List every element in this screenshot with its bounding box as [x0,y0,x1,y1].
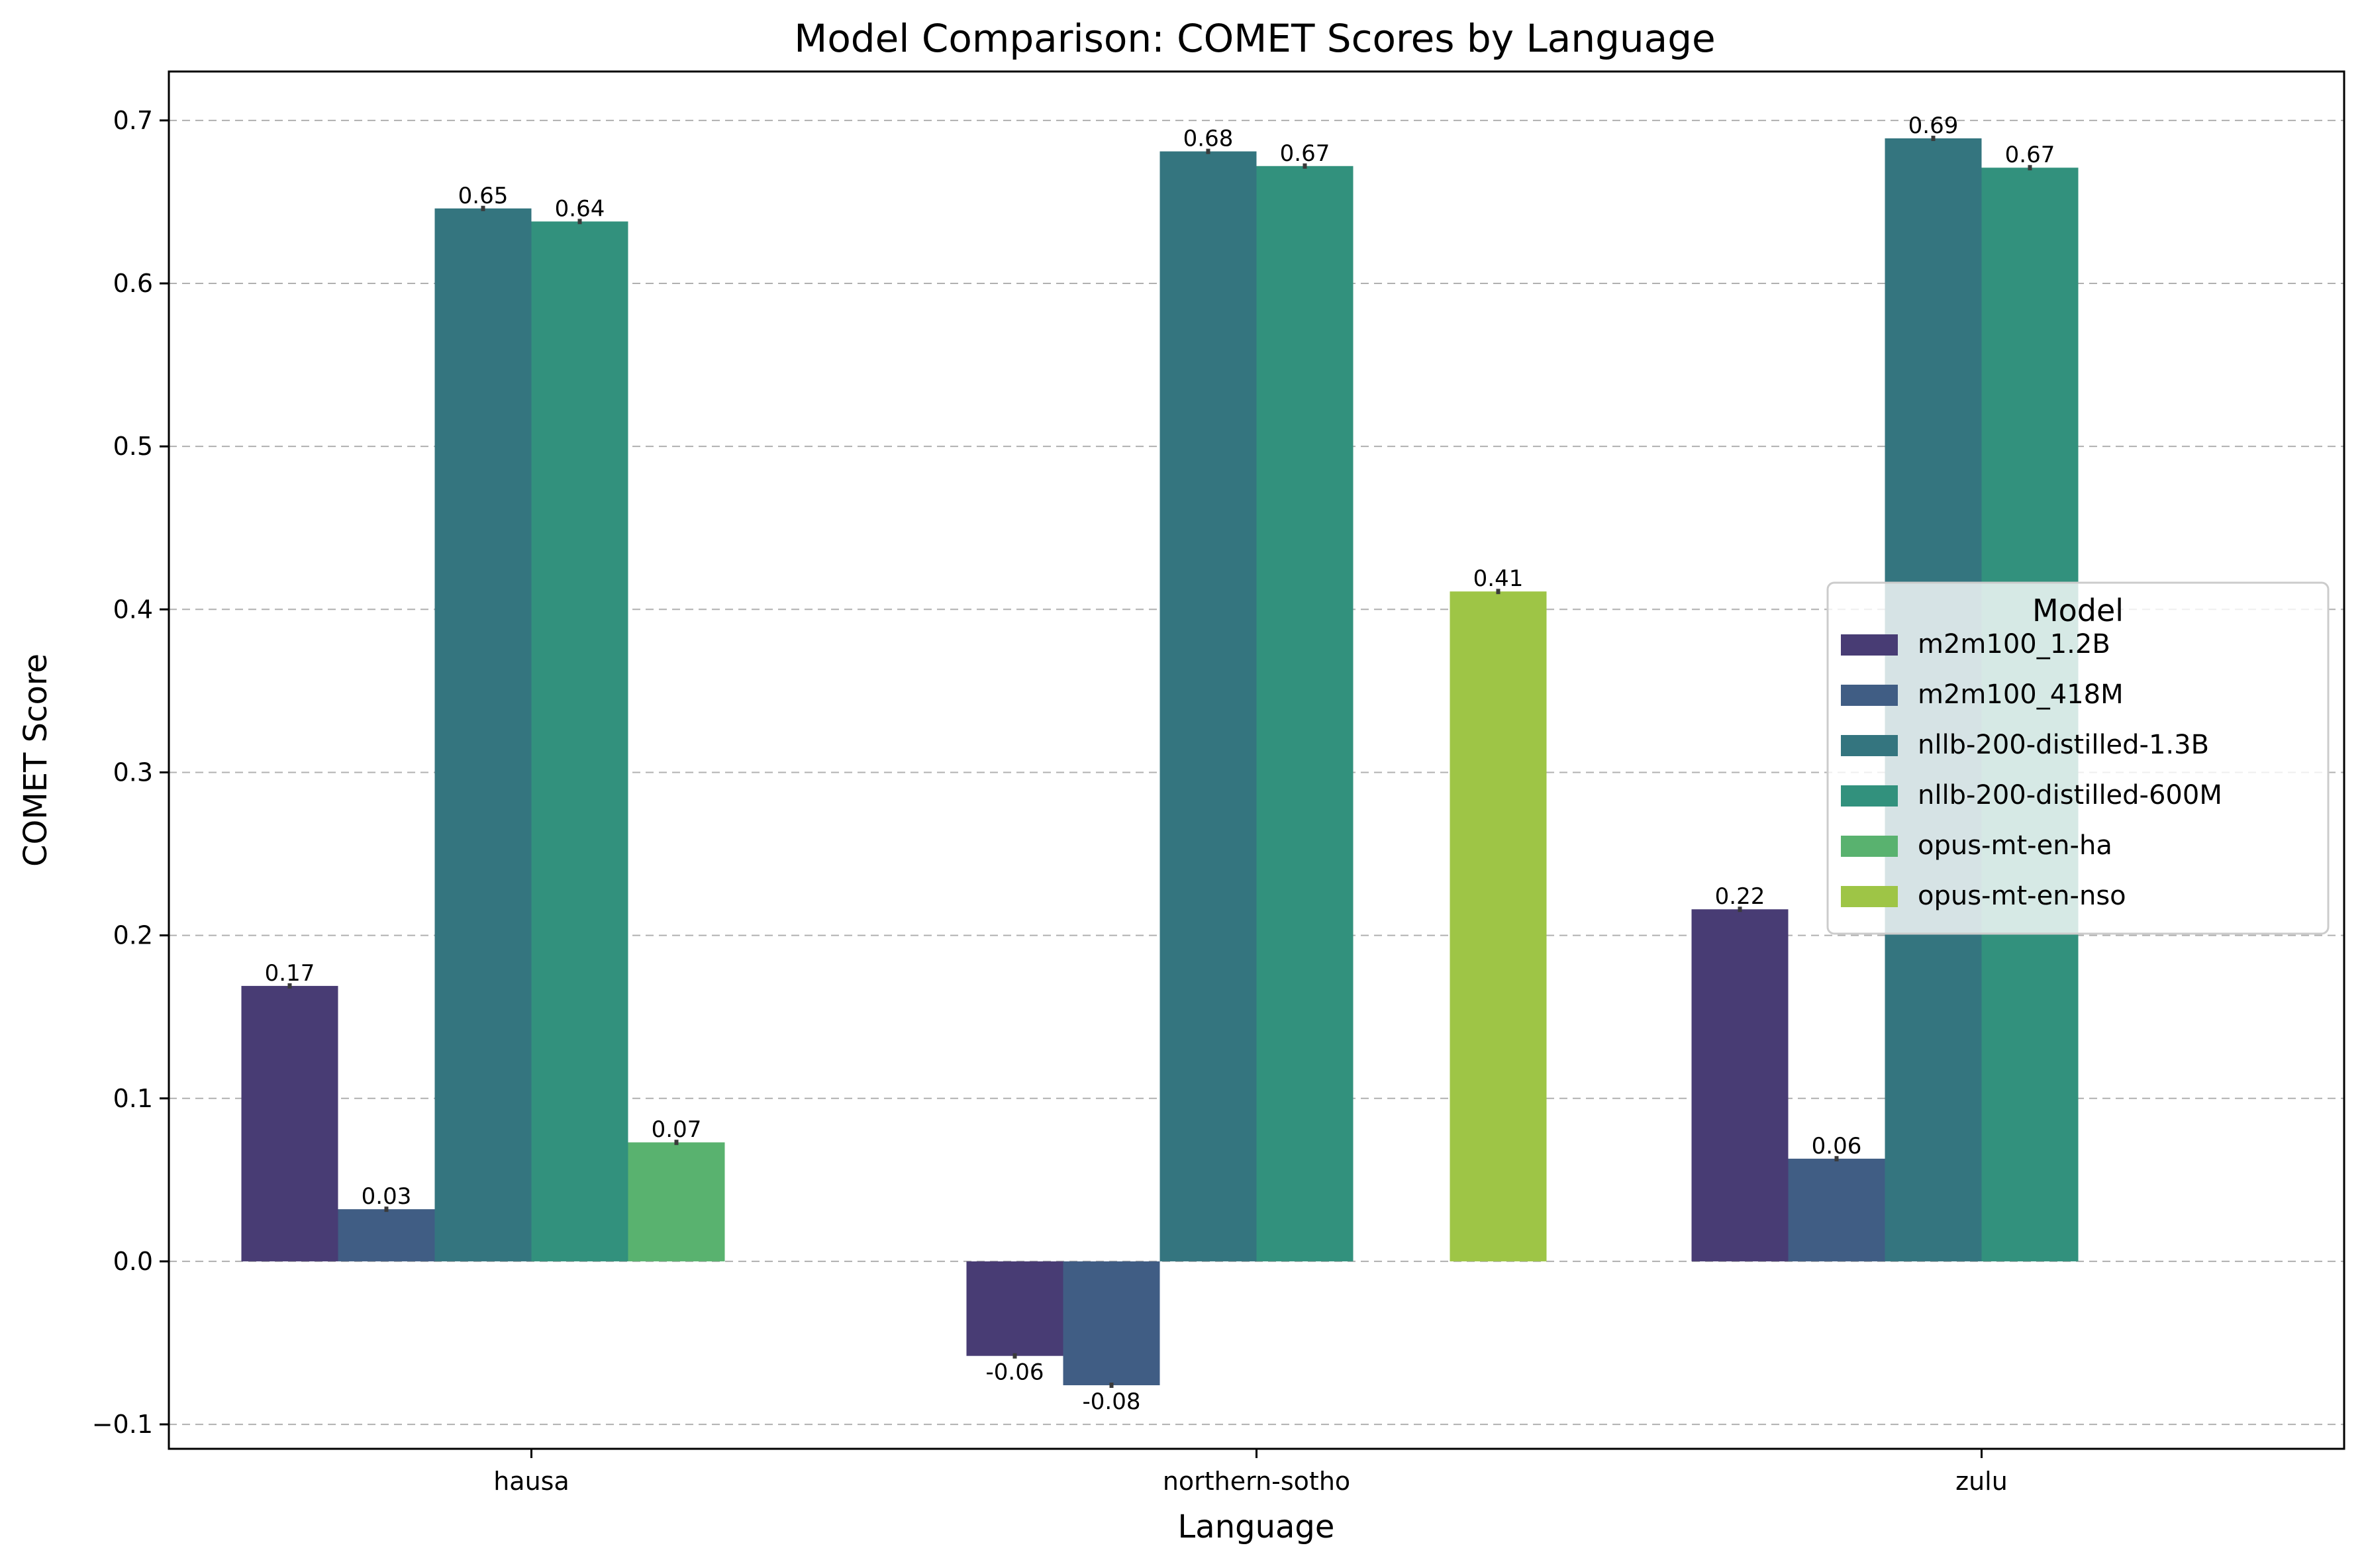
bar [531,221,628,1261]
bar-value-label: 0.22 [1715,883,1765,910]
y-tick-label: −0.1 [92,1410,153,1439]
bar-value-label: 0.65 [458,183,509,209]
legend-swatch [1841,836,1898,857]
x-axis-ticks: hausa northern-sotho zulu [493,1449,2008,1496]
bar-value-label: 0.69 [1908,113,1959,139]
bar [1159,151,1257,1261]
bar [338,1209,435,1261]
bar-value-label: 0.07 [652,1116,702,1143]
legend-label: opus-mt-en-nso [1918,881,2126,911]
legend-swatch [1841,634,1898,656]
legend-swatch [1841,785,1898,807]
bar-value-label: 0.06 [1812,1133,1862,1159]
bar-value-label: 0.67 [1280,140,1330,167]
bar-value-label: -0.06 [986,1359,1044,1386]
bar-value-label: 0.17 [265,960,315,987]
bar-value-label: 0.67 [2005,142,2055,168]
y-tick-label: 0.3 [113,758,153,787]
legend-frame [1826,581,2330,935]
x-tick-label: zulu [1955,1467,2008,1496]
bar [241,985,338,1261]
x-axis-title: Language [1178,1508,1335,1545]
bar-value-labels: 0.17 -0.06 0.22 0.03 -0.08 0.06 0.65 0.68 0.69 0.… [265,113,2055,1415]
bar [628,1142,725,1261]
legend-swatch [1841,735,1898,756]
x-tick-label: northern-sotho [1163,1467,1350,1496]
legend: Model m2m100_1.2B m2m100_418M nllb-200-dis… [1826,581,2330,935]
bar [434,208,532,1261]
bar [966,1261,1063,1356]
bar-value-label: -0.08 [1083,1389,1141,1415]
y-tick-label: 0.4 [113,595,153,624]
y-tick-label: 0.1 [113,1084,153,1113]
y-tick-label: 0.0 [113,1247,153,1276]
bar [1063,1261,1160,1385]
y-tick-label: 0.2 [113,921,153,950]
bar-value-label: 0.41 [1473,565,1524,592]
legend-label: nllb-200-distilled-1.3B [1918,730,2209,760]
bar [1256,166,1354,1261]
bar [1691,909,1789,1261]
bar [1450,591,1547,1261]
chart-title: Model Comparison: COMET Scores by Langua… [794,16,1715,61]
y-tick-label: 0.6 [113,269,153,298]
y-tick-label: 0.5 [113,432,153,461]
legend-title: Model [2032,593,2124,628]
legend-label: opus-mt-en-ha [1918,830,2112,861]
legend-swatch [1841,886,1898,907]
legend-label: m2m100_418M [1918,679,2124,710]
legend-swatch [1841,685,1898,706]
bars [241,135,2079,1388]
legend-label: nllb-200-distilled-600M [1918,780,2222,810]
legend-items: m2m100_1.2B m2m100_418M nllb-200-distilled… [1841,629,2222,911]
legend-label: m2m100_1.2B [1918,629,2110,660]
bar-value-label: 0.68 [1183,126,1234,152]
bar-value-label: 0.03 [362,1183,412,1210]
x-tick-label: hausa [493,1467,569,1496]
y-tick-label: 0.7 [113,106,153,135]
bar-value-label: 0.64 [555,195,605,222]
y-axis-ticks: −0.1 0.0 0.1 0.2 0.3 0.4 0.5 0.6 0.7 [92,106,169,1439]
bar [1788,1158,1885,1261]
y-axis-title: COMET Score [17,654,54,867]
